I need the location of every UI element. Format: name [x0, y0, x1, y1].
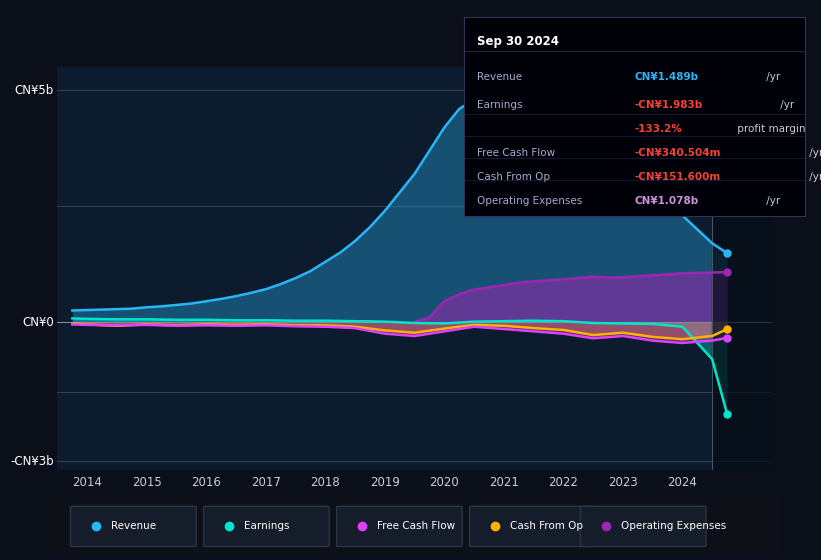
- Text: profit margin: profit margin: [735, 124, 806, 134]
- Text: CN¥1.489b: CN¥1.489b: [635, 72, 699, 82]
- FancyBboxPatch shape: [580, 506, 706, 547]
- Text: -CN¥151.600m: -CN¥151.600m: [635, 172, 721, 182]
- Text: Cash From Op: Cash From Op: [478, 172, 551, 182]
- Text: /yr: /yr: [806, 148, 821, 158]
- Text: -CN¥340.504m: -CN¥340.504m: [635, 148, 721, 158]
- Text: -CN¥1.983b: -CN¥1.983b: [635, 100, 703, 110]
- Text: Free Cash Flow: Free Cash Flow: [377, 521, 456, 531]
- Text: /yr: /yr: [763, 196, 780, 206]
- Text: Free Cash Flow: Free Cash Flow: [478, 148, 556, 158]
- Text: Operating Expenses: Operating Expenses: [478, 196, 583, 206]
- FancyBboxPatch shape: [337, 506, 462, 547]
- FancyBboxPatch shape: [71, 506, 196, 547]
- Text: Cash From Op: Cash From Op: [511, 521, 583, 531]
- Text: CN¥1.078b: CN¥1.078b: [635, 196, 699, 206]
- FancyBboxPatch shape: [470, 506, 595, 547]
- Bar: [712, 67, 772, 470]
- Text: Earnings: Earnings: [245, 521, 290, 531]
- Text: CN¥5b: CN¥5b: [15, 84, 54, 97]
- Text: Revenue: Revenue: [112, 521, 156, 531]
- Text: Revenue: Revenue: [478, 72, 523, 82]
- Text: -CN¥3b: -CN¥3b: [11, 455, 54, 468]
- Text: /yr: /yr: [777, 100, 795, 110]
- Text: Sep 30 2024: Sep 30 2024: [478, 35, 559, 48]
- Text: CN¥0: CN¥0: [22, 316, 54, 329]
- Text: Earnings: Earnings: [478, 100, 523, 110]
- Text: -133.2%: -133.2%: [635, 124, 682, 134]
- FancyBboxPatch shape: [204, 506, 329, 547]
- Text: /yr: /yr: [806, 172, 821, 182]
- Text: /yr: /yr: [763, 72, 780, 82]
- Text: Operating Expenses: Operating Expenses: [621, 521, 727, 531]
